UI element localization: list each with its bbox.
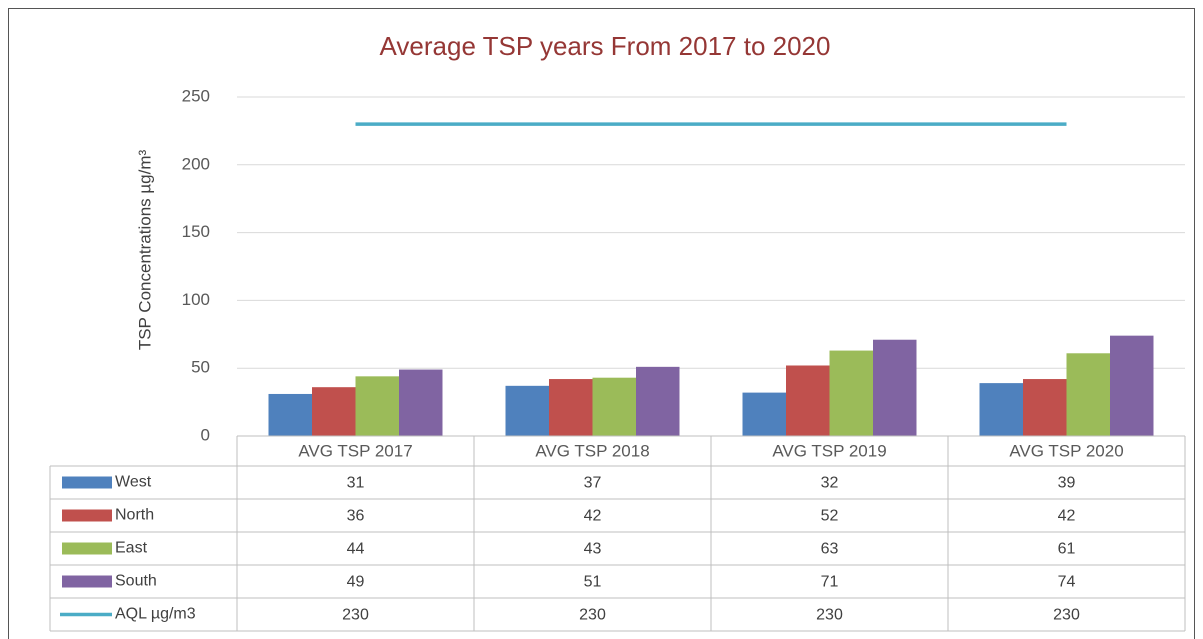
table-cell: 36	[347, 508, 365, 525]
bar	[979, 383, 1023, 436]
y-tick-label: 150	[182, 222, 210, 241]
bar	[312, 387, 356, 436]
table-cell: 43	[584, 541, 602, 558]
table-cell: 32	[821, 475, 839, 492]
bar	[636, 366, 680, 436]
y-tick-label: 50	[191, 358, 210, 377]
bar	[829, 350, 873, 436]
table-cell: 37	[584, 475, 602, 492]
table-cell: 31	[347, 475, 365, 492]
table-cell: 52	[821, 508, 839, 525]
bar	[1023, 379, 1067, 436]
x-tick-label: AVG TSP 2020	[1009, 441, 1123, 460]
x-tick-label: AVG TSP 2017	[298, 441, 412, 460]
bar	[592, 377, 636, 436]
bar	[1066, 353, 1110, 436]
table-cell: 63	[821, 541, 839, 558]
chart-border	[8, 8, 1195, 639]
legend-swatch	[62, 509, 112, 522]
table-cell: 230	[342, 607, 369, 624]
x-tick-label: AVG TSP 2018	[535, 441, 649, 460]
table-cell: 230	[1053, 607, 1080, 624]
y-tick-label: 100	[182, 290, 210, 309]
legend-label: North	[115, 507, 154, 524]
legend-label: South	[115, 573, 157, 590]
bar	[505, 385, 549, 436]
legend-swatch	[62, 476, 112, 489]
chart-title: Average TSP years From 2017 to 2020	[380, 31, 831, 61]
y-axis-title: TSP Concentrations µg/m³	[135, 149, 154, 350]
table-cell: 230	[579, 607, 606, 624]
table-cell: 42	[584, 508, 602, 525]
legend-label: East	[115, 540, 148, 557]
table-cell: 74	[1058, 574, 1076, 591]
bar	[549, 379, 593, 436]
bar	[1110, 335, 1154, 436]
table-cell: 42	[1058, 508, 1076, 525]
bar	[355, 376, 399, 436]
bar	[399, 369, 443, 436]
table-cell: 230	[816, 607, 843, 624]
legend-swatch	[62, 575, 112, 588]
legend-swatch	[62, 542, 112, 555]
bar	[268, 393, 312, 436]
table-cell: 44	[347, 541, 365, 558]
x-tick-label: AVG TSP 2019	[772, 441, 886, 460]
table-cell: 61	[1058, 541, 1076, 558]
bar	[742, 392, 786, 436]
table-cell: 51	[584, 574, 602, 591]
legend-label: West	[115, 474, 152, 491]
table-cell: 39	[1058, 475, 1076, 492]
table-cell: 71	[821, 574, 839, 591]
bar	[786, 365, 830, 436]
bar	[873, 339, 917, 436]
y-tick-label: 250	[182, 86, 210, 105]
table-cell: 49	[347, 574, 365, 591]
y-tick-label: 0	[201, 425, 210, 444]
legend-label: AQL µg/m3	[115, 606, 196, 623]
y-tick-label: 200	[182, 154, 210, 173]
